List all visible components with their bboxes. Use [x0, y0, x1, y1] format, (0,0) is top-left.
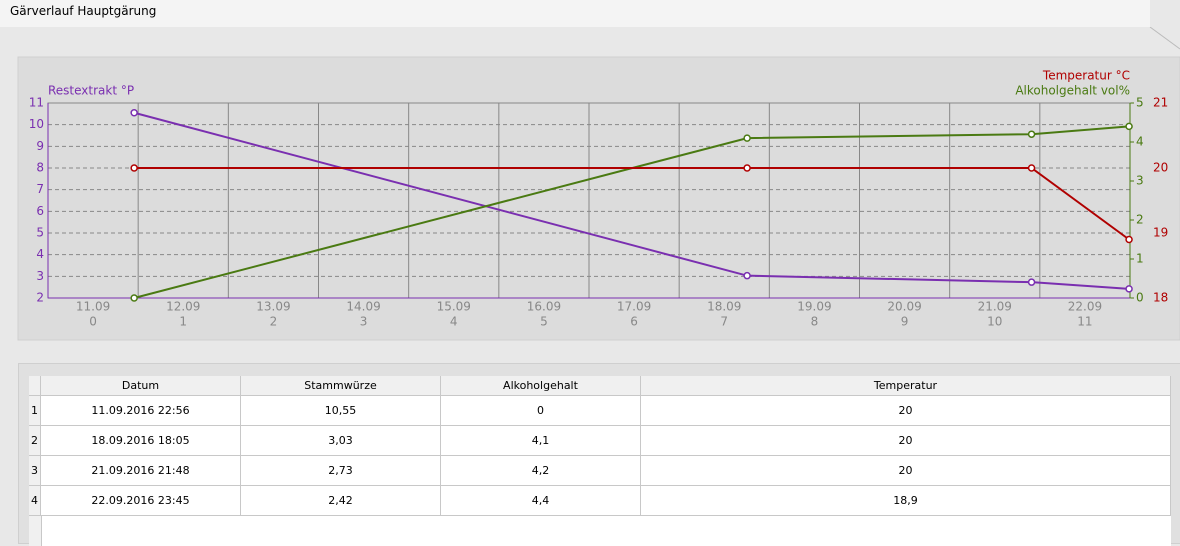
row-number: 2 — [29, 426, 41, 456]
y-tick-label: 5 — [36, 226, 44, 240]
y-tick-label: 2 — [36, 291, 44, 305]
point — [743, 164, 751, 172]
point — [130, 164, 138, 172]
table-empty-area — [41, 516, 1171, 546]
table-cell: 0 — [441, 396, 641, 426]
x-tick-sublabel: 6 — [630, 315, 638, 329]
point — [1125, 285, 1133, 293]
y2-tick-label: 2 — [1136, 213, 1144, 227]
x-tick-label: 17.09 — [617, 300, 651, 314]
x-tick-label: 14.09 — [346, 300, 380, 314]
x-tick-sublabel: 2 — [270, 315, 278, 329]
y2-tick-label: 3 — [1136, 174, 1144, 188]
x-tick-label: 19.09 — [797, 300, 831, 314]
y3-tick-label: 18 — [1153, 291, 1168, 305]
point — [1027, 164, 1036, 172]
x-tick-sublabel: 11 — [1077, 315, 1092, 329]
table-cell: 22.09.2016 23:45 — [41, 486, 241, 516]
y-tick-label: 3 — [36, 269, 44, 283]
y-tick-label: 8 — [36, 161, 44, 175]
y3-tick-label: 21 — [1153, 96, 1168, 110]
chart-panel — [17, 56, 1180, 341]
x-tick-sublabel: 5 — [540, 315, 548, 329]
y-tick-label: 10 — [29, 117, 44, 131]
table-cell: 18.09.2016 18:05 — [41, 426, 241, 456]
point — [1125, 122, 1133, 131]
x-tick-sublabel: 4 — [450, 315, 458, 329]
y2-tick-label: 4 — [1136, 135, 1144, 149]
column-header: Alkoholgehalt — [441, 376, 641, 396]
x-tick-label: 20.09 — [887, 300, 921, 314]
point — [743, 134, 751, 142]
y2-tick-label: 1 — [1136, 252, 1144, 266]
point — [130, 109, 138, 117]
y-tick-label: 6 — [36, 204, 44, 218]
x-tick-sublabel: 1 — [179, 315, 187, 329]
x-tick-label: 15.09 — [437, 300, 471, 314]
column-header: Datum — [41, 376, 241, 396]
row-number: 1 — [29, 396, 41, 426]
tab-edge — [1149, 27, 1180, 50]
x-tick-label: 18.09 — [707, 300, 741, 314]
table-cell: 2,73 — [241, 456, 441, 486]
point — [1125, 235, 1133, 244]
y2-tick-label: 5 — [1136, 96, 1144, 110]
x-tick-label: 12.09 — [166, 300, 200, 314]
tab-title: Gärverlauf Hauptgärung — [10, 4, 157, 18]
x-tick-sublabel: 10 — [987, 315, 1002, 329]
y3-tick-label: 19 — [1153, 226, 1168, 240]
series-line — [134, 167, 1130, 241]
table-cell: 10,55 — [241, 396, 441, 426]
table-cell: 2,42 — [241, 486, 441, 516]
table-cell: 18,9 — [641, 486, 1171, 516]
y-tick-label: 11 — [29, 96, 44, 110]
x-tick-sublabel: 9 — [901, 315, 909, 329]
point — [1027, 278, 1036, 286]
series-line — [133, 111, 1130, 290]
x-tick-label: 13.09 — [256, 300, 290, 314]
y2-axis-title: Alkoholgehalt vol% — [1015, 84, 1130, 98]
x-tick-label: 21.09 — [978, 300, 1012, 314]
y2-tick-label: 0 — [1136, 291, 1144, 305]
column-header: Stammwürze — [241, 376, 441, 396]
point — [130, 294, 138, 302]
table-cell: 20 — [641, 396, 1171, 426]
y3-tick-label: 20 — [1153, 161, 1168, 175]
table-cell: 21.09.2016 21:48 — [41, 456, 241, 486]
x-tick-sublabel: 8 — [811, 315, 819, 329]
row-number: 4 — [29, 486, 41, 516]
y-tick-label: 4 — [36, 247, 44, 261]
x-tick-label: 11.09 — [76, 300, 110, 314]
chart: 2345678910110123451819202111.09012.09113… — [17, 27, 1180, 341]
series-line — [133, 125, 1130, 299]
table-cell: 4,4 — [441, 486, 641, 516]
point — [1027, 130, 1036, 138]
table-cell: 11.09.2016 22:56 — [41, 396, 241, 426]
row-header-empty — [29, 516, 42, 546]
x-tick-label: 22.09 — [1068, 300, 1102, 314]
table-cell: 4,1 — [441, 426, 641, 456]
x-tick-sublabel: 7 — [720, 315, 728, 329]
y-tick-label: 7 — [36, 182, 44, 196]
y-tick-label: 9 — [36, 139, 44, 153]
x-tick-sublabel: 0 — [89, 315, 97, 329]
point — [743, 271, 751, 280]
table: Datum Stammwürze Alkoholgehalt Temperatur 1 1… — [18, 363, 1180, 546]
column-header: Temperatur — [641, 376, 1171, 396]
plot: 2345678910110123451819202111.09012.09113… — [29, 69, 1169, 329]
table-cell: 20 — [641, 456, 1171, 486]
x-tick-sublabel: 3 — [360, 315, 368, 329]
y3-axis-title: Temperatur °C — [1042, 69, 1130, 83]
x-tick-label: 16.09 — [527, 300, 561, 314]
corner — [29, 376, 41, 396]
table-cell: 20 — [641, 426, 1171, 456]
table-cell: 4,2 — [441, 456, 641, 486]
y-axis-title: Restextrakt °P — [48, 84, 134, 98]
tab[interactable]: Gärverlauf Hauptgärung — [0, 0, 1150, 27]
row-number: 3 — [29, 456, 41, 486]
table-cell: 3,03 — [241, 426, 441, 456]
